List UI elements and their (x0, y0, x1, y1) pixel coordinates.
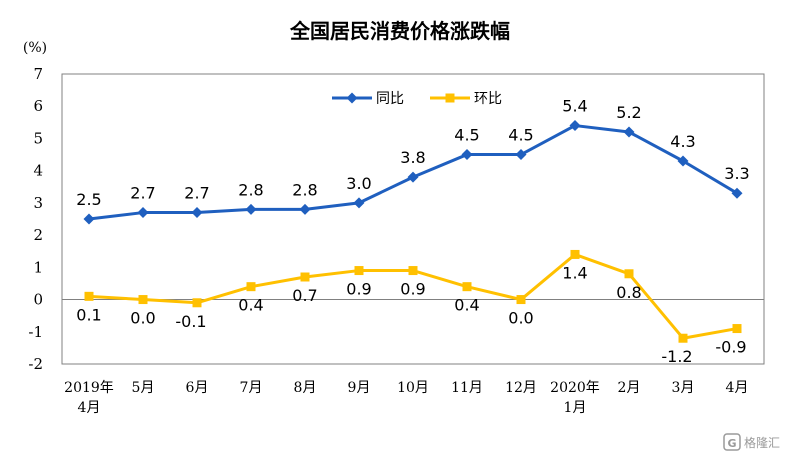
chart-title: 全国居民消费价格涨跌幅 (289, 19, 510, 43)
mom-data-label: 1.4 (562, 263, 587, 282)
mom-data-label: 0.7 (292, 286, 317, 305)
y-unit-label: (%) (23, 40, 47, 56)
yoy-data-label: 4.5 (508, 126, 533, 145)
y-tick-label: 3 (33, 194, 43, 212)
mom-data-label: 0.8 (616, 283, 641, 302)
svg-text:G: G (727, 437, 736, 450)
mom-point (516, 295, 526, 305)
yoy-point (299, 203, 311, 215)
yoy-data-label: 2.7 (130, 184, 155, 203)
x-tick-label: 3月 (672, 380, 695, 396)
yoy-data-label: 4.5 (454, 126, 479, 145)
legend-mom-marker (445, 93, 455, 103)
x-tick-label: 7月 (240, 380, 263, 396)
x-tick-label: 2020年 1月 (550, 380, 600, 416)
mom-point (732, 324, 742, 334)
y-tick-label: 2 (33, 226, 43, 244)
legend-yoy-marker (346, 92, 358, 104)
y-tick-label: 5 (33, 129, 43, 147)
yoy-point (731, 187, 743, 199)
mom-data-label: -0.1 (175, 312, 206, 331)
yoy-point (677, 155, 689, 167)
x-tick-label: 5月 (132, 380, 155, 396)
yoy-point (83, 213, 95, 225)
mom-data-label: 0.9 (400, 280, 425, 299)
y-tick-label: 0 (33, 291, 43, 309)
legend-yoy-label: 同比 (376, 91, 404, 107)
yoy-data-label: 2.5 (76, 190, 101, 209)
mom-data-label: 0.4 (238, 296, 263, 315)
mom-point (192, 298, 202, 308)
x-tick-label: 8月 (294, 380, 317, 396)
yoy-point (623, 126, 635, 138)
watermark-text: 格隆汇 (744, 435, 780, 450)
x-tick-label: 4月 (726, 380, 749, 396)
yoy-point (461, 149, 473, 161)
mom-data-label: 0.4 (454, 296, 479, 315)
legend: 同比 环比 (332, 91, 502, 107)
yoy-data-label: 2.7 (184, 184, 209, 203)
yoy-data-label: 2.8 (238, 180, 263, 199)
x-tick-label: 2月 (618, 380, 641, 396)
yoy-point (191, 207, 203, 219)
legend-mom-label: 环比 (474, 91, 502, 107)
yoy-data-label: 3.0 (346, 174, 371, 193)
x-tick-label: 10月 (397, 380, 429, 396)
x-tick-label: 6月 (186, 380, 209, 396)
x-tick-label: 9月 (348, 380, 371, 396)
yoy-data-label: 3.3 (724, 164, 749, 183)
y-tick-label: 6 (33, 97, 43, 115)
y-tick-label: 1 (33, 258, 43, 276)
yoy-data-label: 5.4 (562, 97, 587, 116)
mom-point (138, 295, 148, 305)
x-tick-label: 12月 (505, 380, 537, 396)
yoy-data-label: 5.2 (616, 103, 641, 122)
yoy-point (569, 120, 581, 132)
mom-data-label: 0.1 (76, 305, 101, 324)
mom-point (408, 266, 418, 276)
mom-point (300, 272, 310, 282)
mom-point (246, 282, 256, 292)
mom-data-label: 0.9 (346, 280, 371, 299)
mom-data-label: -0.9 (715, 338, 746, 357)
plot-frame (61, 73, 765, 365)
mom-point (462, 282, 472, 292)
yoy-point (407, 171, 419, 183)
yoy-data-label: 4.3 (670, 132, 695, 151)
y-tick-label: 7 (33, 65, 43, 83)
y-tick-label: -2 (28, 355, 43, 373)
yoy-data-label: 2.8 (292, 180, 317, 199)
mom-point (354, 266, 364, 276)
mom-point (624, 269, 634, 279)
watermark: G 格隆汇 (723, 433, 780, 451)
x-tick-label: 2019年 4月 (64, 380, 114, 416)
mom-data-label: 0.0 (508, 309, 533, 328)
mom-point (678, 333, 688, 343)
yoy-data-label: 3.8 (400, 148, 425, 167)
yoy-point (245, 203, 257, 215)
x-tick-label: 11月 (451, 380, 483, 396)
yoy-point (353, 197, 365, 209)
mom-data-label: 0.0 (130, 309, 155, 328)
y-tick-label: -1 (28, 323, 43, 341)
yoy-point (137, 207, 149, 219)
mom-point (570, 249, 580, 259)
yoy-point (515, 149, 527, 161)
g-logo-icon (723, 433, 741, 451)
mom-point (84, 291, 94, 301)
mom-data-label: -1.2 (661, 347, 692, 366)
y-tick-label: 4 (33, 162, 43, 180)
